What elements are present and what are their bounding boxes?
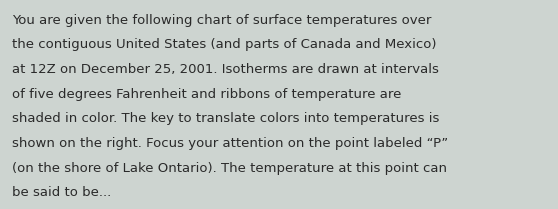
Text: shaded in color. The key to translate colors into temperatures is: shaded in color. The key to translate co… xyxy=(12,112,440,125)
Text: at 12Z on December 25, 2001. Isotherms are drawn at intervals: at 12Z on December 25, 2001. Isotherms a… xyxy=(12,63,439,76)
Text: shown on the right. Focus your attention on the point labeled “P”: shown on the right. Focus your attention… xyxy=(12,137,449,150)
Text: You are given the following chart of surface temperatures over: You are given the following chart of sur… xyxy=(12,14,432,27)
Text: the contiguous United States (and parts of Canada and Mexico): the contiguous United States (and parts … xyxy=(12,38,437,51)
Text: be said to be...: be said to be... xyxy=(12,186,112,199)
Text: of five degrees Fahrenheit and ribbons of temperature are: of five degrees Fahrenheit and ribbons o… xyxy=(12,88,402,101)
Text: (on the shore of Lake Ontario). The temperature at this point can: (on the shore of Lake Ontario). The temp… xyxy=(12,162,448,175)
